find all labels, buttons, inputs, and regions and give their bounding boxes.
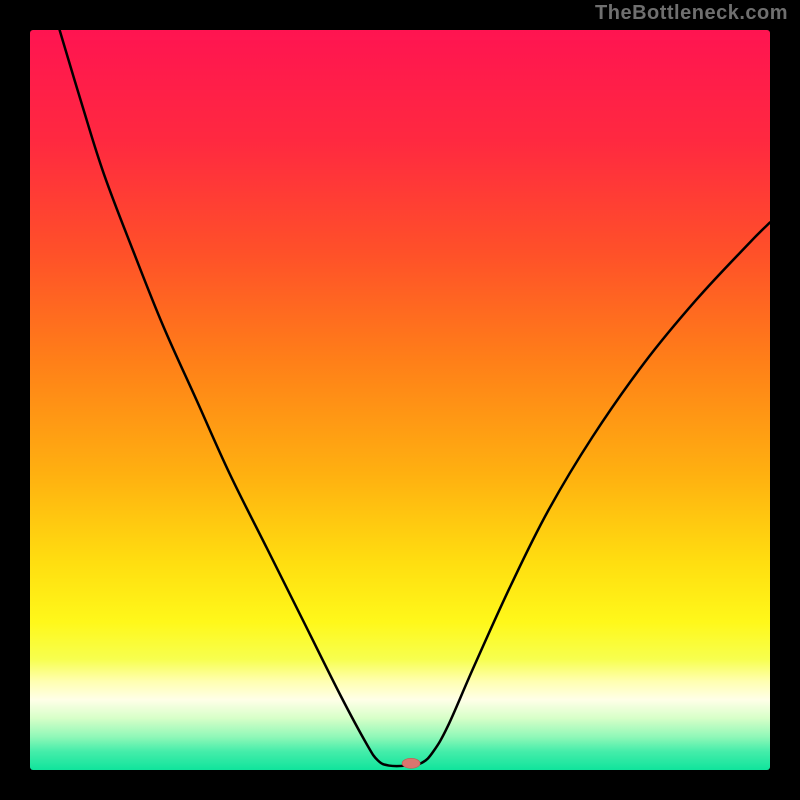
heat-gradient-background [30,30,770,770]
optimal-point-marker [402,758,420,768]
bottleneck-curve-chart [0,0,800,800]
